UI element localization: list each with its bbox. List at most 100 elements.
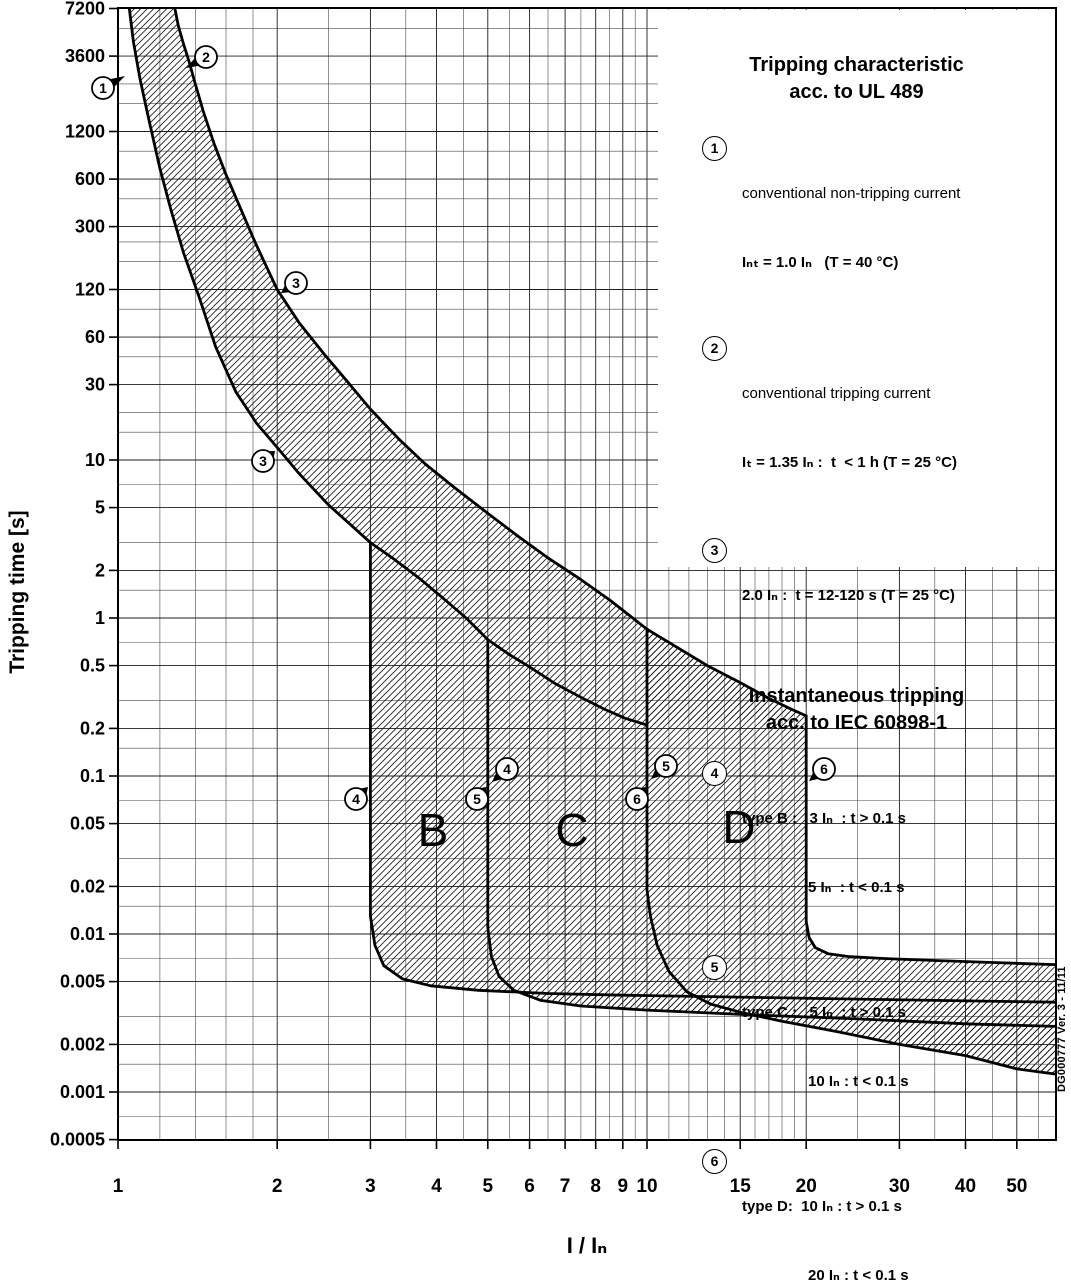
legend-item-1-formula: Iₙₜ = 1.0 Iₙ (T = 40 °C): [742, 254, 899, 271]
y-tick-label: 60: [85, 327, 105, 347]
legend-item-5-formula1: type C : 5 Iₙ : t > 0.1 s: [742, 1004, 906, 1021]
x-axis-title: I / Iₙ: [567, 1233, 608, 1258]
callout-circle-1: [91, 76, 115, 100]
legend-item-6: 6 type D: 10 Iₙ : t > 0.1 s 20 Iₙ : t < …: [702, 1149, 1055, 1280]
region-type-B: [370, 542, 1055, 1027]
legend-marker-2: 2: [702, 336, 727, 361]
callout-number: 3: [292, 275, 300, 291]
region-label-D: D: [722, 801, 755, 853]
x-tick-label: 8: [590, 1176, 601, 1197]
legend-title-iec: Instantaneous tripping acc. to IEC 60898…: [658, 683, 1055, 737]
callout-number: 6: [633, 791, 641, 807]
curve-thermal-lower-limit: [127, 8, 649, 727]
y-tick-label: 0.1: [80, 766, 105, 786]
legend-title-iec-line1: Instantaneous tripping: [748, 685, 965, 707]
callout-arrow: [809, 771, 819, 781]
legend-marker-4: 4: [702, 761, 727, 786]
callout-number: 5: [662, 758, 670, 774]
legend-title-ul489-line1: Tripping characteristic: [749, 54, 964, 76]
y-tick-label: 0.0005: [50, 1130, 105, 1150]
x-tick-label: 20: [796, 1176, 817, 1197]
region-type-D: [647, 629, 1055, 1074]
legend-title-ul489: Tripping characteristic acc. to UL 489: [658, 52, 1055, 106]
callout-number: 5: [473, 791, 481, 807]
callout-circle-5: [465, 787, 489, 811]
y-tick-label: 7200: [65, 0, 105, 19]
legend-item-3-formula: 2.0 Iₙ : t = 12-120 s (T = 25 °C): [742, 587, 955, 604]
callout-number: 6: [820, 761, 828, 777]
x-tick-label: 50: [1006, 1176, 1027, 1197]
x-tick-label: 40: [955, 1176, 976, 1197]
legend-item-5: 5 type C : 5 Iₙ : t > 0.1 s 10 Iₙ : t < …: [702, 955, 1055, 1139]
x-tick-label: 5: [483, 1176, 494, 1197]
legend-item-4: 4 type B : 3 Iₙ : t > 0.1 s 5 Iₙ : t < 0…: [702, 761, 1055, 945]
callout-circle-4: [495, 757, 519, 781]
x-tick-label: 2: [272, 1176, 283, 1197]
legend-marker-5: 5: [702, 955, 727, 980]
legend-title-ul489-line2: acc. to UL 489: [789, 81, 924, 103]
callout-markers: 1 2 3 3 4 4 5 5 6 6: [91, 45, 836, 811]
legend-item-2: 2 conventional tripping current Iₜ = 1.3…: [702, 336, 1055, 520]
callout-circle-5: [654, 754, 678, 778]
legend-marker-6: 6: [702, 1149, 727, 1174]
x-tick-label: 7: [560, 1176, 571, 1197]
legend-marker-1: 1: [702, 136, 727, 161]
legend-item-2-desc: conventional tripping current: [742, 385, 931, 402]
x-tick-label: 4: [431, 1176, 442, 1197]
y-tick-label: 0.01: [70, 924, 105, 944]
y-tick-label: 0.002: [60, 1034, 105, 1054]
region-type-C: [487, 639, 1055, 1074]
y-tick-label: 1: [95, 608, 105, 628]
curve-instantaneous-20In: [804, 714, 1056, 966]
y-tick-label: 0.05: [70, 814, 105, 834]
callout-circle-2: [194, 45, 218, 69]
legend-title-iec-line2: acc. to IEC 60898-1: [765, 712, 948, 734]
legend-item-4-formula1: type B : 3 Iₙ : t > 0.1 s: [742, 810, 906, 827]
x-tick-label: 3: [365, 1176, 376, 1197]
y-tick-label: 600: [75, 169, 105, 189]
legend-marker-3: 3: [702, 538, 727, 563]
callout-circle-6: [625, 787, 649, 811]
legend-item-2-formula: Iₜ = 1.35 Iₙ : t < 1 h (T = 25 °C): [742, 454, 957, 471]
x-tick-label: 1: [113, 1176, 124, 1197]
y-tick-label: 300: [75, 217, 105, 237]
y-tick-label: 0.005: [60, 972, 105, 992]
y-tick-label: 1200: [65, 122, 105, 142]
plot-border: [117, 7, 1057, 1141]
legend-item-1-desc: conventional non-tripping current: [742, 185, 961, 202]
y-tick-label: 5: [95, 498, 105, 518]
y-tick-label: 30: [85, 375, 105, 395]
hatched-regions: [129, 8, 1055, 1074]
legend-item-6-formula2: 20 Iₙ : t < 0.1 s: [808, 1267, 909, 1280]
curve-thermal-upper-limit: [173, 8, 808, 718]
y-tick-label: 0.02: [70, 876, 105, 896]
x-tick-label: 6: [524, 1176, 535, 1197]
legend-item-5-formula2: 10 Iₙ : t < 0.1 s: [808, 1073, 909, 1090]
curve-instantaneous-10In: [645, 627, 1056, 1076]
characteristic-curves: [127, 8, 1056, 1076]
y-tick-label: 3600: [65, 46, 105, 66]
axis-ticks: [109, 7, 1018, 1149]
x-tick-label: 10: [636, 1176, 657, 1197]
legend-item-1: 1 conventional non-tripping current Iₙₜ …: [702, 136, 1055, 320]
legend-item-3: 3 2.0 Iₙ : t = 12-120 s (T = 25 °C): [702, 538, 1055, 653]
tick-labels: 7200360012006003001206030105210.50.20.10…: [50, 0, 1027, 1197]
x-tick-label: 9: [618, 1176, 629, 1197]
callout-arrow: [651, 769, 662, 779]
y-tick-label: 0.2: [80, 718, 105, 738]
curve-instantaneous-3In: [369, 541, 1056, 1004]
y-tick-label: 2: [95, 560, 105, 580]
x-tick-label: 30: [889, 1176, 910, 1197]
callout-number: 2: [202, 49, 210, 65]
x-tick-label: 15: [730, 1176, 752, 1197]
region-label-B: B: [418, 804, 449, 856]
callout-number: 1: [99, 80, 107, 96]
callout-circle-3: [251, 449, 275, 473]
y-tick-label: 0.001: [60, 1082, 105, 1102]
callout-circle-3: [284, 271, 308, 295]
callout-number: 4: [503, 761, 511, 777]
y-axis-title: Tripping time [s]: [6, 510, 29, 673]
y-tick-label: 10: [85, 450, 105, 470]
